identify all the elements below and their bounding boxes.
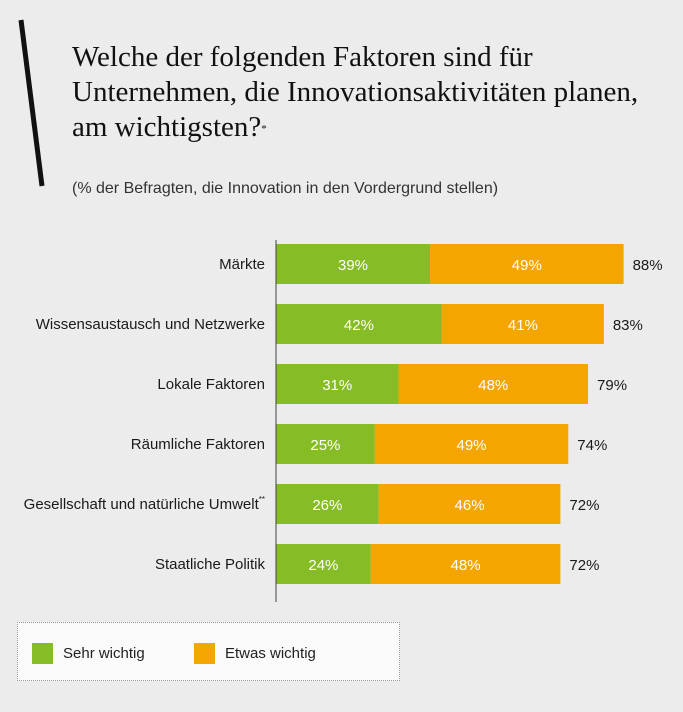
legend-label-sehr-wichtig: Sehr wichtig [63,645,145,662]
bar-etwas-wichtig-wissensaustausch-und-netzwerke [441,304,604,344]
total-label-maerkte: 88% [633,257,663,274]
bar-value-label-etwas-wichtig-wissensaustausch-und-netzwerke: 41% [508,317,538,334]
bar-sehr-wichtig-staatliche-politik [276,544,371,584]
total-label-raeumliche-faktoren: 74% [577,437,607,454]
bar-sehr-wichtig-gesellschaft-und-natuerliche-umwelt [276,484,379,524]
bar-value-label-sehr-wichtig-raeumliche-faktoren: 25% [310,437,340,454]
legend-item-etwas-wichtig: Etwas wichtig [194,643,316,664]
chart-title: Welche der folgenden Faktoren sind für U… [72,40,662,145]
bar-sehr-wichtig-raeumliche-faktoren [276,424,375,464]
bar-value-label-sehr-wichtig-gesellschaft-und-natuerliche-umwelt: 26% [312,497,342,514]
bar-value-label-etwas-wichtig-lokale-faktoren: 48% [478,377,508,394]
total-label-wissensaustausch-und-netzwerke: 83% [613,317,643,334]
category-label-maerkte: Märkte [219,256,265,273]
bar-sehr-wichtig-wissensaustausch-und-netzwerke [276,304,442,344]
bar-value-label-etwas-wichtig-staatliche-politik: 48% [451,557,481,574]
stacked-bar-chart: Märkte 39% 49% 88% Wissensaustausch und Netz… [24,240,663,602]
category-footnote-mark: ** [259,495,265,504]
chart-title-text: Welche der folgenden Faktoren sind für U… [72,41,639,143]
bar-value-label-sehr-wichtig-wissensaustausch-und-netzwerke: 42% [344,317,374,334]
bar-etwas-wichtig-gesellschaft-und-natuerliche-umwelt [378,484,561,524]
legend-swatch-etwas-wichtig [194,643,215,664]
bar-etwas-wichtig-maerkte [430,244,624,284]
bar-sehr-wichtig-lokale-faktoren [276,364,399,404]
total-label-lokale-faktoren: 79% [597,377,627,394]
legend-item-sehr-wichtig: Sehr wichtig [32,643,145,664]
legend-label-etwas-wichtig: Etwas wichtig [225,645,316,662]
bar-value-label-etwas-wichtig-maerkte: 49% [512,257,542,274]
bar-value-label-sehr-wichtig-maerkte: 39% [338,257,368,274]
bar-value-label-sehr-wichtig-staatliche-politik: 24% [308,557,338,574]
bar-etwas-wichtig-lokale-faktoren [398,364,589,404]
category-label-raeumliche-faktoren: Räumliche Faktoren [131,436,265,453]
total-label-staatliche-politik: 72% [569,557,599,574]
category-label-lokale-faktoren: Lokale Faktoren [157,376,265,393]
legend-swatch-sehr-wichtig [32,643,53,664]
total-label-gesellschaft-und-natuerliche-umwelt: 72% [569,497,599,514]
bar-etwas-wichtig-raeumliche-faktoren [374,424,569,464]
title-footnote-mark: * [261,123,267,135]
legend: Sehr wichtig Etwas wichtig [17,622,400,681]
bar-sehr-wichtig-maerkte [276,244,431,284]
bar-etwas-wichtig-staatliche-politik [370,544,561,584]
bar-value-label-sehr-wichtig-lokale-faktoren: 31% [322,377,352,394]
category-label-staatliche-politik: Staatliche Politik [155,556,266,573]
chart-subtitle: (% der Befragten, die Innovation in den … [72,180,499,197]
category-label-wissensaustausch-und-netzwerke: Wissensaustausch und Netzwerke [36,316,265,333]
category-label-gesellschaft-und-natuerliche-umwelt: Gesellschaft und natürliche Umwelt** [24,495,265,513]
bar-value-label-etwas-wichtig-gesellschaft-und-natuerliche-umwelt: 46% [455,497,485,514]
bar-value-label-etwas-wichtig-raeumliche-faktoren: 49% [457,437,487,454]
